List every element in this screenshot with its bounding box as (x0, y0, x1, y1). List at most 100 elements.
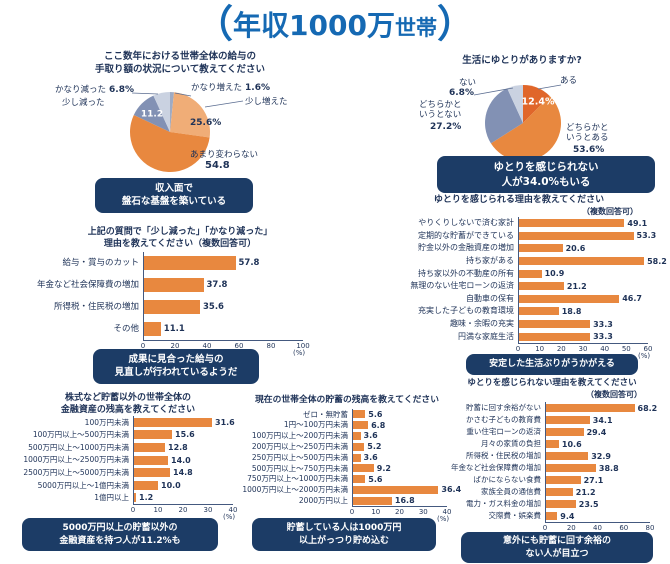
bar-label: 年金など社会保障費の増加 (451, 463, 541, 473)
bar (518, 307, 559, 316)
bar-row: 趣味・余暇の充実 33.3 (385, 318, 670, 331)
bar-row: 100万円以上〜200万円未満 3.6 (240, 431, 481, 442)
bar-label: 趣味・余暇の充実 (450, 319, 514, 329)
bar-row: 電力・ガス料金の増加 23.5 (450, 498, 670, 510)
bar-label: 200万円以上〜250万円未満 (251, 442, 348, 452)
bar (518, 219, 625, 228)
assets-title: 株式など貯蓄以外の世帯全体の 金融資産の残高を教えてください (60, 393, 196, 415)
x-axis: 0 10 20 30 40 (%) (350, 506, 451, 524)
bar (352, 431, 361, 440)
leader-line (537, 84, 562, 90)
bar-value: 5.6 (368, 409, 383, 419)
bar-value: 15.6 (175, 430, 195, 440)
bar-value: 34.1 (592, 415, 613, 425)
bar-row: 750万円以上〜1000万円未満 5.6 (240, 474, 481, 485)
bar-value: 1.2 (139, 493, 154, 503)
slice-label: かなり増えた (191, 83, 243, 93)
x-tick-label: 0 (130, 506, 136, 515)
takehome-pie-slices (130, 92, 211, 173)
bar-value: 33.3 (593, 319, 613, 329)
bar (545, 404, 635, 412)
x-tick-label: 100 (296, 342, 310, 350)
percent-unit: (%) (223, 513, 236, 522)
bar (352, 442, 365, 451)
bar-label: 750万円以上〜1000万円未満 (247, 474, 348, 484)
x-tick-label: 40 (442, 508, 452, 517)
bar (518, 269, 542, 278)
bar-label: ゼロ・無貯蓄 (303, 409, 348, 419)
bar-row: 円満な家庭生活 33.3 (385, 330, 670, 343)
x-tick-label: 30 (203, 506, 213, 515)
x-tick-label: 40 (202, 342, 212, 350)
x-tick-label: 10 (153, 506, 163, 515)
comfort-reasons-subtitle: （複数回答可） (582, 207, 638, 216)
x-tick-label: 80 (645, 524, 655, 532)
bar-value: 32.9 (591, 451, 611, 461)
bar-row: 2000万円以上 16.8 (240, 495, 481, 506)
x-tick-label: 0 (515, 344, 521, 353)
pie2-label-dochiraka-nai: どちらかというとない (419, 100, 462, 121)
pie1-label-kanari-fueta: かなり増えた 1.6% (191, 83, 270, 94)
bar-row: 貯金以外の金融資産の増加 20.6 (385, 242, 670, 255)
pie-slice (170, 92, 211, 138)
bar-label: 100万円以上〜500万円未満 (32, 430, 129, 440)
bar-label: 円満な家庭生活 (458, 331, 514, 341)
x-tick-label: 0 (140, 342, 146, 350)
x-tick-label: 20 (566, 524, 576, 532)
bar-row: 年金など社会保障費の増加 37.8 (33, 274, 337, 296)
bar (133, 430, 172, 440)
bar-row: 重い住宅ローンの返済 29.4 (450, 426, 670, 438)
bar-value: 11.1 (163, 324, 185, 334)
takehome-callout: 収入面で 盤石な基盤を築いている (95, 178, 253, 213)
takehome-pie-title: ここ数年における世帯全体の給与の 手取り額の状況について教えてください (95, 51, 265, 75)
bar-value: 3.6 (363, 453, 378, 463)
percent-unit: (%) (638, 351, 651, 360)
x-tick-label: 40 (600, 344, 610, 353)
title-paren-open: （ (195, 2, 234, 46)
bar-value: 5.2 (367, 442, 382, 452)
pie-slice (490, 95, 562, 162)
bar-rows: 100万円未満 31.6 100万円以上〜500万円未満 15.6 500万円以上〜10… (16, 416, 267, 505)
bar-row: 貯蓄に回す余裕がない 68.2 (450, 402, 670, 414)
x-tick-label: 60 (619, 524, 629, 532)
bar-value: 37.8 (206, 280, 228, 290)
slice-value: 6.8% (109, 85, 134, 95)
bar (518, 294, 620, 303)
bar-value: 3.6 (363, 431, 378, 441)
bar (545, 428, 584, 436)
bar-value: 53.3 (636, 231, 657, 241)
bar (352, 496, 392, 505)
bar-label: かさむ子どもの教育費 (466, 415, 541, 425)
pie-slice (130, 114, 210, 173)
page-title: （年収1000万世帯） (0, 2, 670, 52)
bar-label: 持ち家がある (466, 256, 514, 266)
bar (545, 440, 559, 448)
pie2-label-dochiraka-aru: どちらかというとある (566, 123, 609, 144)
bar-row: 持ち家がある 58.2 (385, 255, 670, 268)
title-main-text: 年収1000万 (233, 9, 395, 42)
pie-slice (485, 88, 523, 144)
bar (352, 464, 374, 473)
bar-label: 定期的な貯蓄ができている (418, 230, 514, 240)
bar-row: 給与・賞与のカット 57.8 (33, 252, 337, 274)
bar-rows: ゼロ・無貯蓄 5.6 1円〜100万円未満 6.8 100万円以上〜200万円未満 3.6… (240, 409, 481, 507)
bar-row: 100万円以上〜500万円未満 15.6 (16, 429, 267, 442)
bar-row: 1000万円以上〜2000万円未満 36.4 (240, 485, 481, 496)
bar-value: 21.2 (575, 487, 596, 497)
slice-value: 1.6% (245, 83, 270, 93)
bar-row: 定期的な貯蓄ができている 53.3 (385, 230, 670, 243)
x-tick-label: 10 (371, 508, 381, 517)
bar-label: 貯蓄に回す余裕がない (466, 403, 541, 413)
percent-unit: (%) (437, 515, 450, 524)
leader-line (174, 92, 192, 97)
bar (545, 476, 581, 484)
x-tick-label: 30 (578, 344, 588, 353)
x-tick-label: 80 (266, 342, 276, 350)
bar-row: 月々の家賃の負担 10.6 (450, 438, 670, 450)
savings-title: 現在の世帯全体の貯蓄の残高を教えてください (254, 395, 440, 405)
pie2-value-dochiraka-aru: 53.6% (573, 145, 605, 155)
bar-value: 10.9 (544, 269, 565, 279)
bar-row: 持ち家以外の不動産の所有 10.9 (385, 267, 670, 280)
bar (545, 464, 596, 472)
